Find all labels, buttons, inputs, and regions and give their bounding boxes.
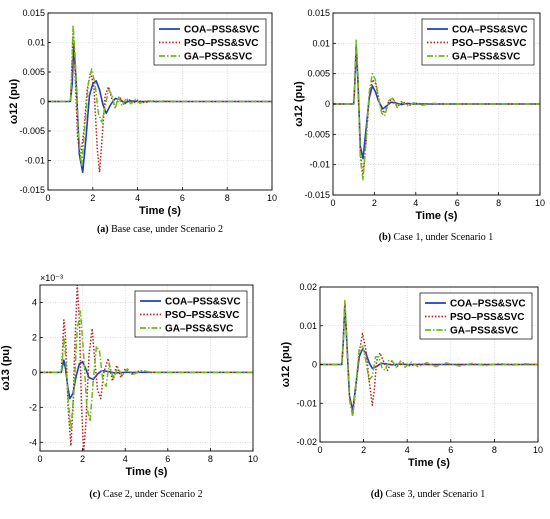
legend: COA–PSS&SVC PSO–PSS&SVC GA–PSS&SVC (419, 292, 533, 340)
y-tick-label: -0.01 (296, 398, 317, 408)
y-tick-label: 0.015 (22, 8, 45, 18)
x-tick-label: 4 (123, 454, 128, 464)
chart-panel-b: 0 2 4 6 8 10 -0.015 -0.01 -0.005 0 0.005 0.01 0.015 T… (293, 8, 545, 243)
x-tick-label: 0 (317, 445, 322, 455)
x-tick-label: 2 (372, 198, 377, 208)
x-tick-label: 4 (413, 198, 418, 208)
legend-label-ga: GA–PSS&SVC (184, 52, 252, 63)
x-tick-label: 8 (492, 445, 497, 455)
chart-panel-c: 0 2 4 6 8 10 -4 -2 0 2 4 ×10⁻³ Time (s) ω13 (pu) COA–P… (0, 273, 258, 500)
x-tick-label: 4 (405, 445, 410, 455)
x-axis-label: Time (s) (126, 466, 168, 478)
x-tick-label: 2 (361, 445, 366, 455)
panel-caption: (b) Case 1, under Scenario 1 (379, 232, 493, 243)
legend-label-pso: PSO–PSS&SVC (450, 312, 524, 323)
y-tick-label: -0.005 (19, 126, 45, 136)
x-tick-label: 0 (330, 198, 335, 208)
legend-label-pso: PSO–PSS&SVC (165, 310, 239, 321)
legend: COA–PSS&SVC PSO–PSS&SVC GA–PSS&SVC (421, 18, 535, 66)
x-tick-label: 6 (180, 193, 185, 203)
x-tick-label: 2 (80, 454, 85, 464)
y-tick-label: 0.01 (299, 321, 317, 331)
caption-text: Case 2, under Scenario 2 (100, 489, 202, 500)
x-axis-label: Time (s) (408, 457, 450, 469)
y-tick-label: -4 (29, 437, 37, 447)
y-tick-label: -0.015 (304, 190, 330, 200)
legend: COA–PSS&SVC PSO–PSS&SVC GA–PSS&SVC (153, 18, 267, 66)
x-tick-label: 10 (267, 193, 277, 203)
y-axis-label: ω12 (pu) (280, 341, 292, 387)
y-tick-label: 0 (32, 367, 37, 377)
x-tick-label: 8 (225, 193, 230, 203)
caption-letter: (d) (371, 489, 383, 500)
x-tick-label: 4 (135, 193, 140, 203)
legend-label-ga: GA–PSS&SVC (450, 326, 518, 337)
y-tick-label: 0.005 (22, 67, 45, 77)
y-tick-label: 0 (325, 99, 330, 109)
x-tick-label: 2 (90, 193, 95, 203)
y-tick-label: 0.005 (307, 69, 330, 79)
x-tick-label: 8 (208, 454, 213, 464)
y-tick-label: 0.01 (312, 38, 330, 48)
x-tick-label: 0 (37, 454, 42, 464)
y-tick-label: -0.02 (296, 437, 317, 447)
caption-text: Case 1, under Scenario 1 (391, 232, 493, 243)
caption-letter: (b) (379, 232, 391, 243)
caption-text: Case 3, under Scenario 1 (383, 489, 485, 500)
legend-label-pso: PSO–PSS&SVC (452, 38, 526, 49)
chart-panel-d: 0 2 4 6 8 10 -0.02 -0.01 0 0.01 0.02 Time (s) ω12 (p… (280, 282, 543, 500)
y-tick-label: -0.01 (24, 156, 45, 166)
panel-caption: (a) Base case, under Scenario 2 (97, 224, 223, 235)
legend-label-coa: COA–PSS&SVC (452, 25, 528, 36)
axes-box (39, 284, 254, 452)
x-axis-label: Time (s) (139, 205, 181, 217)
x-axis-label: Time (s) (416, 210, 458, 222)
y-tick-label: 0 (40, 97, 45, 107)
y-tick-label: 0.015 (307, 8, 330, 18)
y-tick-label: 0.01 (27, 38, 45, 48)
x-tick-label: 8 (496, 198, 501, 208)
x-tick-label: 10 (248, 454, 258, 464)
y-tick-label: 0.02 (299, 282, 317, 292)
series-line-ga (333, 39, 540, 181)
x-tick-label: 10 (533, 445, 543, 455)
legend-label-pso: PSO–PSS&SVC (184, 38, 258, 49)
y-axis-label: ω13 (pu) (0, 345, 12, 391)
caption-letter: (a) (97, 224, 109, 235)
caption-letter: (c) (89, 489, 100, 500)
x-tick-label: 6 (455, 198, 460, 208)
legend-label-ga: GA–PSS&SVC (452, 52, 520, 63)
caption-text: Base case, under Scenario 2 (109, 224, 223, 235)
series-line-ga (48, 24, 272, 168)
y-tick-label: 4 (32, 297, 37, 307)
y-tick-label: -0.005 (304, 129, 330, 139)
y-axis-label: ω12 (pu) (8, 78, 20, 124)
series-line-pso (320, 301, 538, 416)
legend-label-coa: COA–PSS&SVC (184, 25, 260, 36)
x-tick-label: 6 (165, 454, 170, 464)
series-line-ga (40, 310, 253, 431)
legend-label-coa: COA–PSS&SVC (450, 299, 526, 310)
y-tick-label: 2 (32, 332, 37, 342)
x-tick-label: 0 (45, 193, 50, 203)
y-axis-label: ω12 (pu) (293, 81, 305, 127)
y-multiplier: ×10⁻³ (40, 273, 63, 283)
chart-panel-a: 0 2 4 6 8 10 -0.015 -0.01 -0.005 0 0.005 0.01 0.015 T… (8, 8, 277, 235)
x-tick-label: 10 (535, 198, 545, 208)
y-tick-label: -2 (29, 402, 37, 412)
y-tick-label: 0 (312, 360, 317, 370)
series-line-ga (320, 299, 538, 418)
legend-label-ga: GA–PSS&SVC (165, 324, 233, 335)
y-tick-label: -0.015 (19, 185, 45, 195)
legend: COA–PSS&SVC PSO–PSS&SVC GA–PSS&SVC (134, 290, 248, 338)
x-tick-label: 6 (448, 445, 453, 455)
panel-caption: (c) Case 2, under Scenario 2 (89, 489, 202, 500)
y-tick-label: -0.01 (309, 160, 330, 170)
panel-caption: (d) Case 3, under Scenario 1 (371, 489, 485, 500)
legend-label-coa: COA–PSS&SVC (165, 297, 241, 308)
